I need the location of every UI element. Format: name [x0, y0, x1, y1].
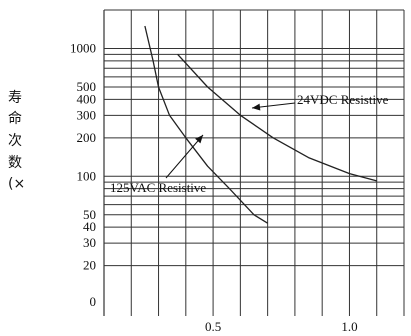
- y-tick-label: 400: [77, 91, 97, 106]
- annotation-arrow-125vac: [165, 134, 204, 179]
- y-tick-label: 30: [83, 235, 96, 250]
- x-tick-label: 1.0: [341, 319, 357, 334]
- series-label-125vac: 125VAC Resistive: [110, 180, 206, 195]
- series-label-24vdc: 24VDC Resistive: [297, 92, 389, 107]
- x-tick-label: 0.5: [205, 319, 221, 334]
- y-axis-label-char: (×: [8, 176, 25, 192]
- annotations: 24VDC Resistive 125VAC Resistive: [110, 92, 389, 195]
- series-line-24vdc: [177, 53, 377, 182]
- y-tick-label: 100: [77, 168, 97, 183]
- y-axis-label-char: 寿: [8, 89, 22, 106]
- series-line-125vac: [144, 25, 268, 224]
- y-tick-label: 50: [83, 207, 96, 222]
- grid: [103, 9, 405, 316]
- y-tick-label: 200: [77, 130, 97, 145]
- y-tick-label: 1000: [70, 40, 96, 55]
- series-lines: [144, 25, 377, 224]
- y-tick-label: 20: [83, 258, 96, 273]
- annotation-arrow-24vdc: [251, 102, 296, 111]
- y-axis-label-char: 命: [8, 110, 22, 127]
- y-tick-label-zero: 0: [90, 294, 97, 309]
- y-tick-label: 300: [77, 107, 97, 122]
- y-axis-label-char: 数: [8, 155, 22, 171]
- y-axis-label: 寿 命 次 数 (×: [8, 89, 25, 192]
- y-tick-label: 500: [77, 79, 97, 94]
- y-tick-label: 40: [83, 219, 96, 234]
- x-tick-labels: 0.5 1.0: [205, 319, 358, 334]
- y-axis-label-char: 次: [8, 133, 22, 149]
